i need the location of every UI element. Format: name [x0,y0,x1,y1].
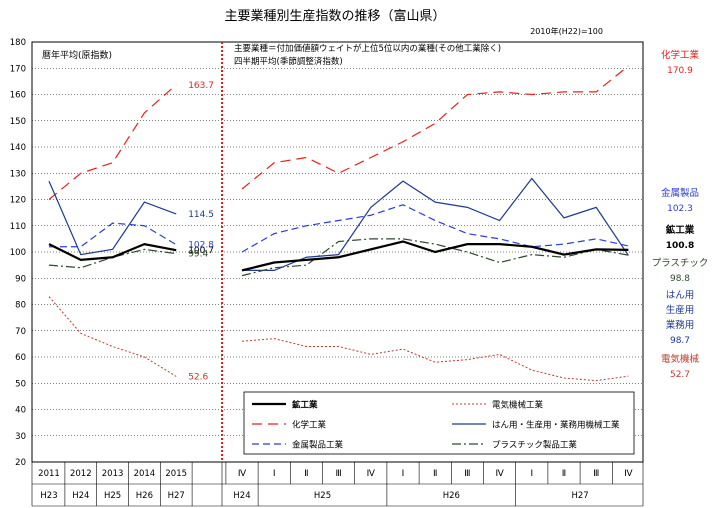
series-line-quarterly-chemical [241,65,629,190]
legend-label-chemical: 化学工業 [292,420,327,431]
y-tick-label: 140 [10,143,26,153]
left-panel-label: 暦年平均(原指数) [42,49,112,61]
legend-label-metal: 金属製品工業 [292,440,344,451]
annual-category-label: 2015 [165,469,187,479]
annual-category-label: 2011 [38,469,60,479]
y-tick-label: 60 [15,353,26,363]
annual-end-value-metal: 102.8 [188,241,214,251]
y-tick-label: 100 [10,248,26,258]
right-label-metal: 金属製品 [661,187,699,199]
y-tick-label: 30 [15,432,26,442]
annual-era-label: H27 [168,491,185,501]
annual-category-label: 2014 [134,469,156,479]
series-line-quarterly-mining [241,240,629,272]
right-panel-note-2: 四半期平均(季節調整済指数) [234,56,343,67]
quarter-category-label: Ⅰ [530,469,533,479]
quarter-year-label: H25 [314,491,331,501]
quarter-category-label: Ⅱ [562,469,566,479]
quarter-category-label: Ⅳ [238,469,247,479]
legend-label-plastic: プラスチック製品工業 [492,440,577,451]
y-tick-label: 130 [10,169,26,179]
quarter-year-label: H24 [233,491,250,501]
annual-era-label: H24 [72,491,89,501]
series-line-quarterly-plastic [241,238,629,277]
quarter-year-label: H26 [443,491,460,501]
right-label-plastic: 98.8 [670,274,690,284]
series-line-annual-chemical [48,84,177,200]
right-panel-note-1: 主要業種＝付加価値額ウェイトが上位5位以内の業種(その他工業除く) [234,43,501,54]
y-tick-label: 50 [15,379,26,389]
quarter-category-label: Ⅱ [433,469,437,479]
annual-category-label: 2012 [70,469,92,479]
y-tick-label: 160 [10,91,26,101]
series-line-annual-electrical [48,296,177,377]
annual-era-label: H26 [136,491,153,501]
y-tick-label: 150 [10,117,26,127]
right-label-electrical: 52.7 [670,370,690,380]
quarter-category-label: Ⅳ [495,469,504,479]
quarter-category-label: Ⅳ [624,469,633,479]
legend-label-general: はん用・生産用・業務用機械工業 [492,420,620,431]
quarter-category-label: Ⅲ [593,469,599,479]
annual-era-label: H25 [104,491,121,501]
y-tick-label: 80 [15,301,26,311]
annual-category-label: 2013 [102,469,124,479]
quarter-category-label: Ⅲ [335,469,341,479]
right-label-mining: 100.8 [666,241,694,251]
base-note: 2010年(H22)=100 [530,26,603,36]
annual-end-value-general: 114.5 [188,210,214,220]
right-label-metal: 102.3 [667,204,693,214]
series-line-annual-mining [48,242,177,261]
legend-box [243,391,635,455]
y-tick-label: 20 [15,458,26,468]
right-label-general: 業務用 [666,319,695,331]
series-line-annual-plastic [48,248,177,269]
y-tick-label: 120 [10,196,26,206]
right-label-general: 98.7 [670,336,690,346]
y-tick-label: 110 [10,222,26,232]
legend-label-mining: 鉱工業 [292,400,318,411]
right-label-electrical: 電気機械 [661,353,700,365]
legend-label-electrical: 電気機械工業 [492,400,544,411]
quarter-year-label: H27 [571,491,588,501]
right-label-chemical: 170.9 [667,66,693,76]
right-label-general: 生産用 [666,304,695,316]
y-tick-label: 90 [15,274,26,284]
annual-era-label: H23 [40,491,57,501]
series-line-quarterly-metal [241,204,629,253]
series-line-annual-metal [49,222,177,248]
quarter-category-label: Ⅳ [367,469,376,479]
y-tick-label: 40 [15,406,26,416]
annual-end-value-mining: 100.7 [188,246,214,256]
y-tick-label: 170 [10,64,26,74]
right-label-plastic: プラスチック [652,258,709,269]
annual-end-value-electrical: 52.6 [188,372,208,382]
y-tick-label: 180 [10,38,26,48]
annual-end-value-plastic: 99.4 [188,250,208,260]
chart-title: 主要業種別生産指数の推移（富山県） [224,8,445,24]
quarter-category-label: Ⅰ [273,469,276,479]
quarter-category-label: Ⅰ [402,469,405,479]
series-line-quarterly-general [242,177,629,271]
right-label-general: はん用 [666,290,695,301]
quarter-category-label: Ⅲ [464,469,470,479]
quarter-category-label: Ⅱ [304,469,308,479]
right-label-mining: 鉱工業 [666,224,695,236]
series-line-quarterly-electrical [241,338,629,382]
right-label-chemical: 化学工業 [661,49,700,61]
y-tick-label: 70 [15,327,26,337]
annual-end-value-chemical: 163.7 [188,81,214,91]
series-line-annual-general [48,180,177,256]
